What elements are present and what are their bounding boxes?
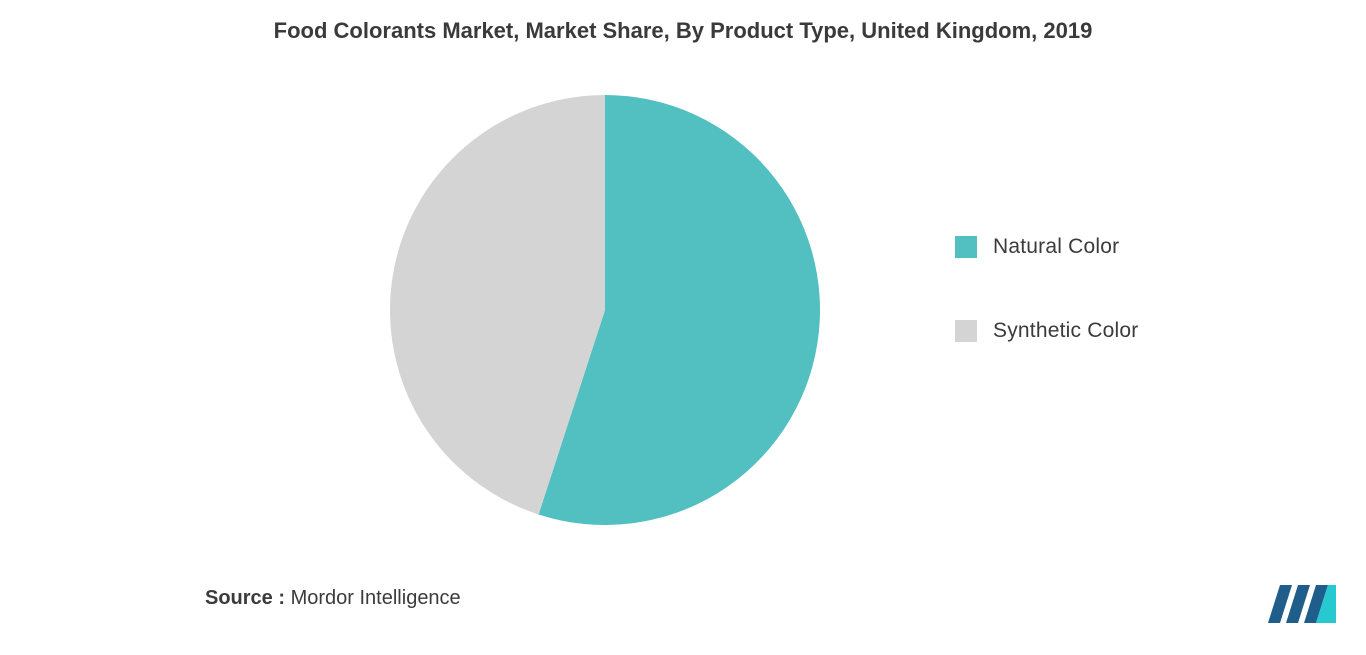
legend-swatch-synthetic: [955, 320, 977, 342]
brand-logo-icon: [1266, 579, 1338, 627]
source-label: Source :: [205, 587, 285, 609]
legend-label-natural: Natural Color: [993, 235, 1119, 259]
legend: Natural Color Synthetic Color: [955, 235, 1138, 403]
chart-title: Food Colorants Market, Market Share, By …: [0, 18, 1366, 44]
legend-swatch-natural: [955, 236, 977, 258]
legend-label-synthetic: Synthetic Color: [993, 319, 1138, 343]
legend-item-synthetic: Synthetic Color: [955, 319, 1138, 343]
source-value: Mordor Intelligence: [291, 587, 461, 609]
source-attribution: Source : Mordor Intelligence: [205, 587, 461, 610]
legend-item-natural: Natural Color: [955, 235, 1138, 259]
pie-chart: [390, 95, 820, 525]
